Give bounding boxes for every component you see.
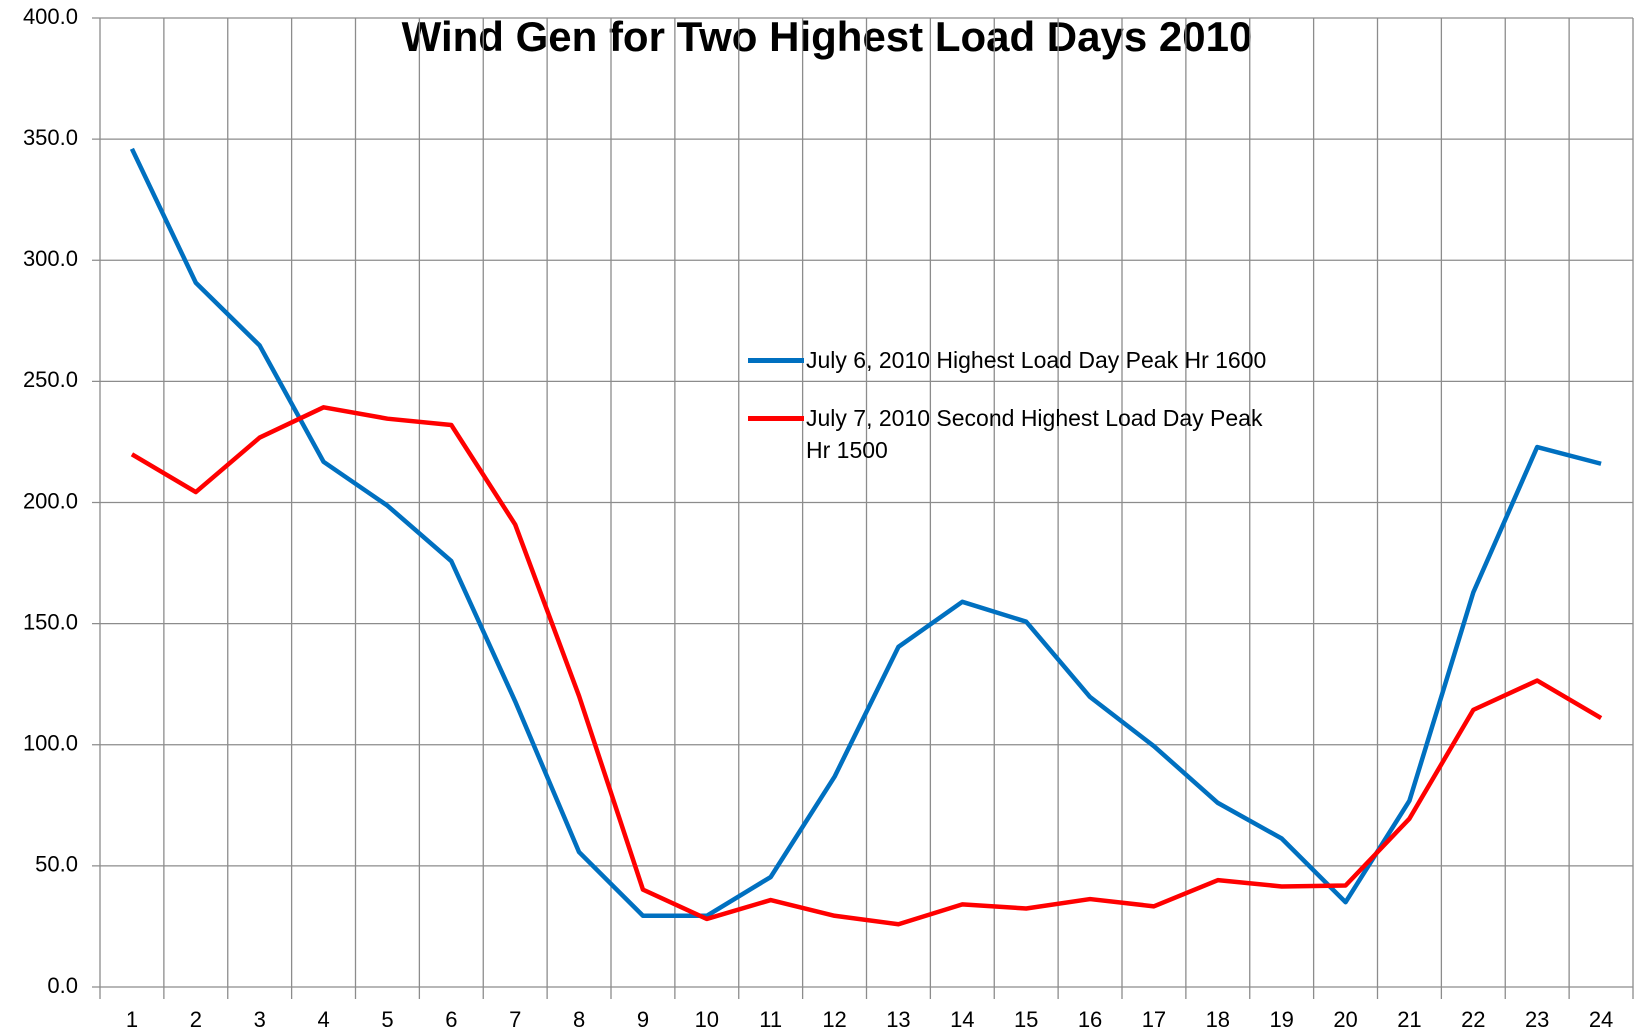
- legend-item: July 6, 2010 Highest Load Day Peak Hr 16…: [748, 344, 1268, 376]
- y-tick-label: 100.0: [23, 731, 78, 756]
- x-tick-label: 19: [1269, 1007, 1293, 1032]
- x-tick-label: 21: [1397, 1007, 1421, 1032]
- x-tick-label: 23: [1525, 1007, 1549, 1032]
- x-tick-label: 10: [695, 1007, 719, 1032]
- x-tick-label: 17: [1142, 1007, 1166, 1032]
- legend-label: July 6, 2010 Highest Load Day Peak Hr 16…: [806, 347, 1267, 373]
- x-tick-label: 9: [637, 1007, 649, 1032]
- x-tick-label: 14: [950, 1007, 974, 1032]
- x-tick-label: 7: [509, 1007, 521, 1032]
- x-tick-label: 1: [126, 1007, 138, 1032]
- y-tick-label: 200.0: [23, 488, 78, 513]
- x-tick-label: 6: [445, 1007, 457, 1032]
- legend: July 6, 2010 Highest Load Day Peak Hr 16…: [748, 344, 1268, 492]
- x-tick-label: 8: [573, 1007, 585, 1032]
- y-tick-label: 50.0: [35, 852, 78, 877]
- x-tick-label: 15: [1014, 1007, 1038, 1032]
- y-tick-label: 150.0: [23, 609, 78, 634]
- grid: [92, 17, 1634, 999]
- x-tick-label: 2: [190, 1007, 202, 1032]
- legend-item: July 7, 2010 Second Highest Load Day Pea…: [748, 402, 1268, 466]
- x-tick-label: 18: [1206, 1007, 1230, 1032]
- legend-label: July 7, 2010 Second Highest Load Day Pea…: [806, 405, 1263, 463]
- x-tick-label: 16: [1078, 1007, 1102, 1032]
- x-tick-label: 22: [1461, 1007, 1485, 1032]
- series-line: [130, 405, 1603, 927]
- y-tick-label: 0.0: [47, 973, 78, 998]
- legend-swatch: [748, 358, 804, 363]
- legend-swatch: [748, 416, 804, 421]
- series-line: [129, 147, 1602, 919]
- x-tick-label: 5: [381, 1007, 393, 1032]
- x-tick-label: 12: [822, 1007, 846, 1032]
- y-tick-label: 400.0: [23, 4, 78, 29]
- y-tick-label: 300.0: [23, 246, 78, 271]
- x-tick-label: 3: [254, 1007, 266, 1032]
- chart-title: Wind Gen for Two Highest Load Days 2010: [402, 13, 1253, 60]
- x-tick-label: 11: [759, 1007, 782, 1032]
- y-tick-label: 250.0: [23, 367, 78, 392]
- x-tick-label: 24: [1589, 1007, 1613, 1032]
- x-tick-label: 13: [886, 1007, 910, 1032]
- x-tick-label: 4: [317, 1007, 329, 1032]
- x-tick-label: 20: [1333, 1007, 1357, 1032]
- y-tick-label: 350.0: [23, 125, 78, 150]
